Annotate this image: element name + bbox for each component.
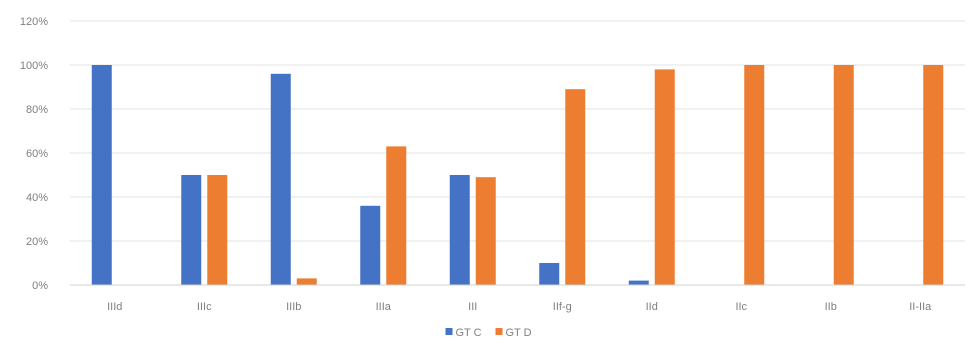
legend-swatch <box>495 328 503 335</box>
x-tick-label: IId <box>646 301 658 313</box>
y-tick-label: 0% <box>32 280 48 292</box>
x-tick-label: IIIc <box>197 301 212 313</box>
bar-gt-d-iif-g <box>565 89 586 285</box>
bars <box>91 65 944 286</box>
x-tick-label: II-IIa <box>909 301 932 313</box>
bar-gt-c-iii <box>449 175 470 285</box>
x-tick-label: IIId <box>107 301 122 313</box>
legend-label: GT D <box>506 327 532 339</box>
bar-gt-d-iiib <box>296 278 317 285</box>
bar-gt-c-iiib <box>270 73 291 285</box>
x-tick-label: IIc <box>735 301 747 313</box>
x-tick-label: IIIa <box>376 301 392 313</box>
bar-gt-c-iif-g <box>539 263 560 285</box>
x-axis-ticks: IIId IIIc IIIb IIIa III IIf-g IId IIc IIb II-IIa <box>107 301 932 313</box>
bar-gt-d-iid <box>654 69 675 286</box>
x-tick-label: IIb <box>825 301 837 313</box>
y-axis-ticks: 0% 20% 40% 60% 80% 100% 120% <box>20 16 48 292</box>
gridlines <box>70 20 965 242</box>
bar-gt-c-iiid <box>91 65 112 285</box>
bar-gt-c-iid <box>628 280 649 285</box>
bar-gt-d-ii-iia <box>923 65 944 285</box>
legend-item-gt-d: GT D <box>495 327 532 339</box>
y-tick-label: 60% <box>26 148 48 160</box>
bar-gt-d-iiia <box>386 146 407 285</box>
bar-gt-d-iiic <box>207 175 228 285</box>
x-tick-label: III <box>468 301 477 313</box>
y-tick-label: 80% <box>26 104 48 116</box>
x-tick-label: IIIb <box>286 301 301 313</box>
legend-label: GT C <box>456 327 482 339</box>
y-tick-label: 100% <box>20 60 48 72</box>
y-tick-label: 20% <box>26 236 48 248</box>
y-tick-label: 120% <box>20 16 48 28</box>
bar-gt-c-iiia <box>360 205 381 285</box>
x-tick-label: IIf-g <box>553 301 572 313</box>
legend: GT C GT D <box>445 327 532 339</box>
bar-gt-c-iiic <box>181 175 202 285</box>
y-tick-label: 40% <box>26 192 48 204</box>
legend-item-gt-c: GT C <box>445 327 482 339</box>
legend-swatch <box>445 328 453 335</box>
bar-gt-d-iii <box>475 177 496 285</box>
bar-gt-d-iib <box>833 65 854 285</box>
bar-gt-d-iic <box>744 65 765 285</box>
